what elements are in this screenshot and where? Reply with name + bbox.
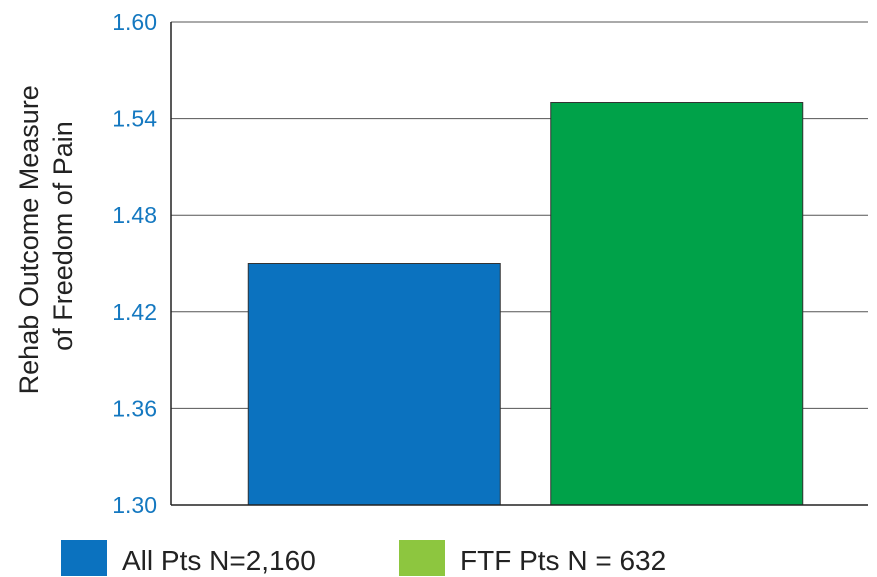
- bar-all-pts: [247, 263, 501, 506]
- y-tick-label: 1.60: [112, 9, 157, 35]
- y-axis-label-line-1: Rehab Outcome Measure: [14, 85, 44, 394]
- legend-swatch-all-pts: [61, 540, 107, 576]
- bars: [247, 102, 804, 506]
- legend: All Pts N=2,160 FTF Pts N = 632: [61, 540, 666, 576]
- y-axis-label: Rehab Outcome Measure of Freedom of Pain: [14, 78, 78, 395]
- bar-ftf-pts: [550, 102, 804, 506]
- y-tick-labels: 1.30 1.36 1.42 1.48 1.54 1.60: [112, 9, 157, 518]
- y-tick-label: 1.36: [112, 395, 157, 421]
- legend-label-all-pts: All Pts N=2,160: [122, 545, 316, 576]
- y-tick-label: 1.48: [112, 202, 157, 228]
- axes: [170, 22, 868, 506]
- legend-label-ftf-pts: FTF Pts N = 632: [460, 545, 666, 576]
- y-axis-label-line-2: of Freedom of Pain: [48, 121, 78, 351]
- legend-swatch-ftf-pts: [399, 540, 445, 576]
- y-tick-label: 1.30: [112, 492, 157, 518]
- y-tick-label: 1.42: [112, 299, 157, 325]
- y-tick-label: 1.54: [112, 106, 157, 132]
